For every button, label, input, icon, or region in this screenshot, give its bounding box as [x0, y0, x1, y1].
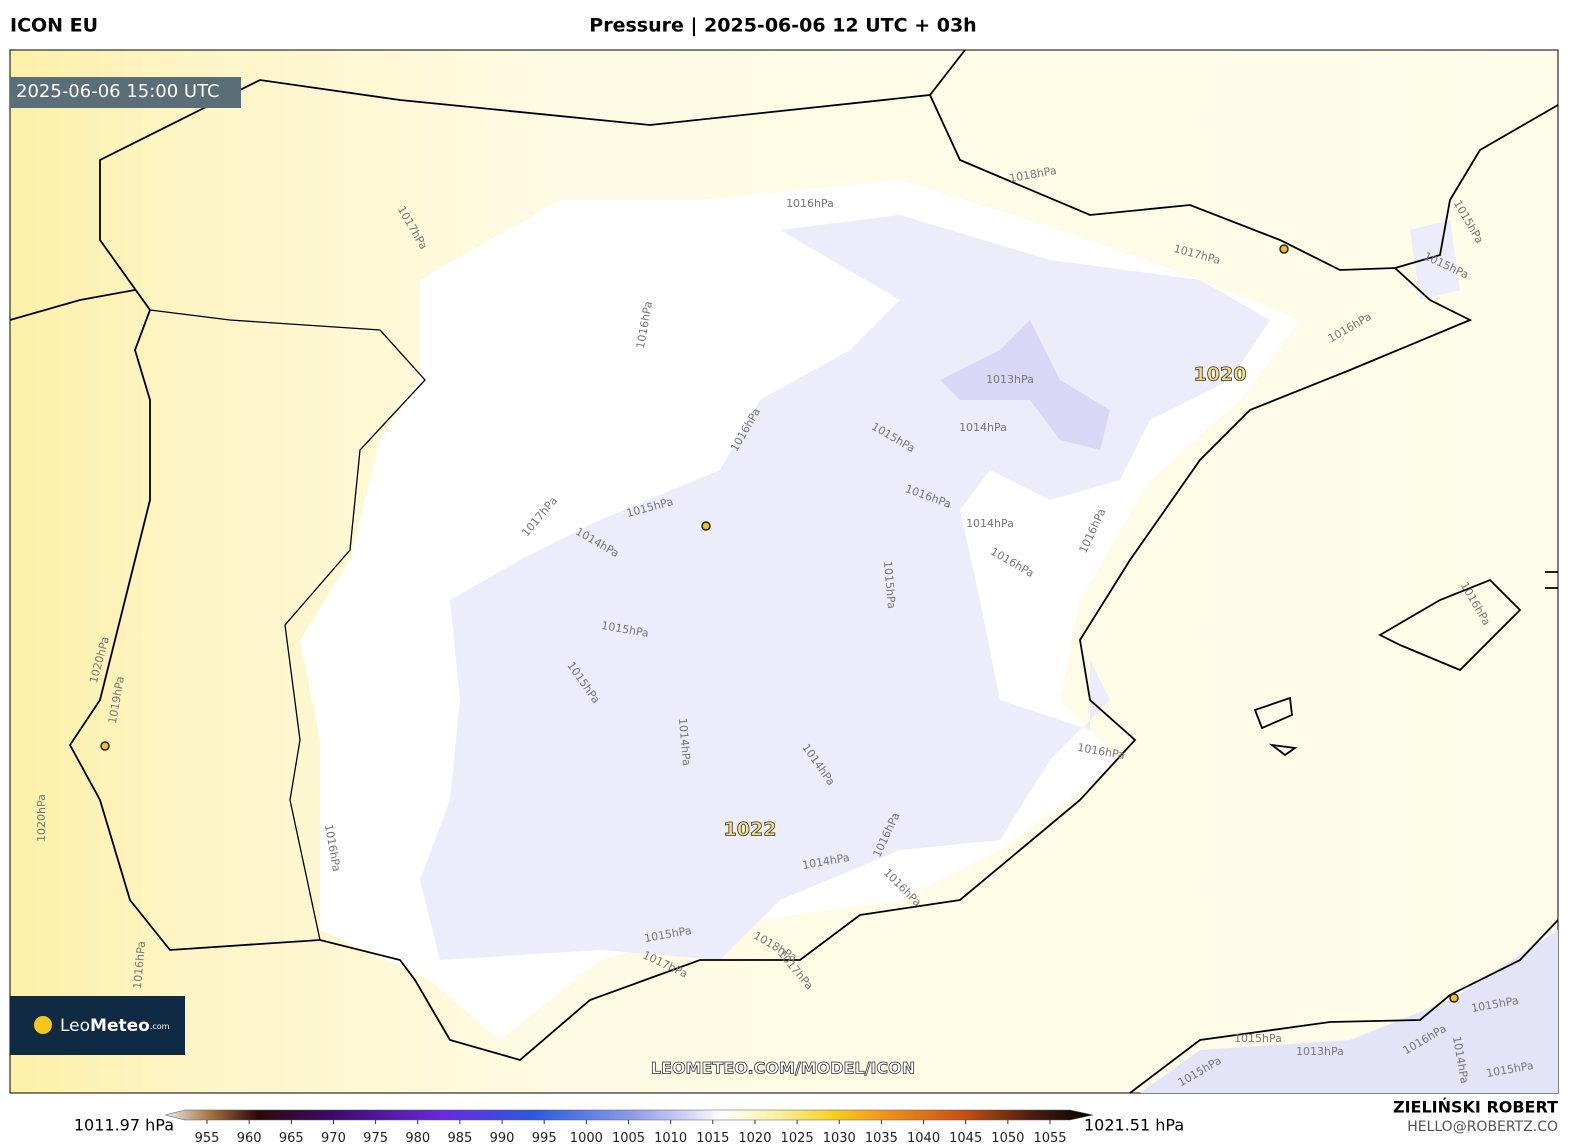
colorbar-tick-label: 965 — [279, 1131, 304, 1146]
logo-name: Leo — [60, 1016, 90, 1036]
colorbar-tick-label: 1045 — [949, 1131, 982, 1146]
contour-label: 1020hPa — [35, 794, 48, 842]
low-pressure-area — [1140, 930, 1558, 1093]
pressure-center-label: 1020 — [1194, 364, 1247, 386]
watermark: LEOMETEO.COM/MODEL/ICON — [651, 1059, 915, 1078]
colorbar-tick-label: 970 — [321, 1131, 346, 1146]
colorbar-tick-label: 985 — [447, 1131, 472, 1146]
coastlines — [9, 49, 1559, 1094]
contour-label: 1015hPa — [1234, 1032, 1282, 1045]
model-name: ICON EU — [10, 15, 98, 37]
colorbar-tick-label: 1015 — [696, 1131, 729, 1146]
contour-label: 1015hPa — [881, 561, 898, 610]
colorbar-tick-label: 955 — [195, 1131, 220, 1146]
pressure-center-label: 1022 — [724, 819, 777, 841]
logo-name-bold: Meteo — [90, 1016, 150, 1036]
contour-label: 1016hPa — [786, 197, 834, 210]
contour-label: 1014hPa — [676, 718, 693, 767]
colorbar-scale — [164, 1109, 1094, 1121]
colorbar-tick-label: 990 — [490, 1131, 515, 1146]
map-title: Pressure | 2025-06-06 12 UTC + 03h — [589, 15, 976, 37]
low-pressure-area — [1410, 220, 1460, 300]
low-pressure-core — [940, 320, 1110, 450]
colorbar-tick-label: 1010 — [654, 1131, 687, 1146]
colorbar-tick-label: 1040 — [907, 1131, 940, 1146]
valid-time: 2025-06-06 15:00 UTC — [16, 81, 220, 102]
max-value: 1021.51 hPa — [1084, 1116, 1184, 1135]
colorbar-tick-label: 1055 — [1033, 1131, 1066, 1146]
contact: HELLO@ROBERTZ.CO — [1407, 1119, 1558, 1135]
colorbar-tick-label: 1050 — [991, 1131, 1024, 1146]
logo-sun — [34, 1016, 52, 1034]
colorbar-tick-label: 995 — [532, 1131, 557, 1146]
city-markers — [100, 244, 1459, 1003]
colorbar-tick-label: 1025 — [781, 1131, 814, 1146]
colorbar-tick-label: 1000 — [570, 1131, 603, 1146]
colorbar-tick-label: 960 — [237, 1131, 262, 1146]
colorbar-tick-label: 980 — [405, 1131, 430, 1146]
colorbar-tick-label: 975 — [363, 1131, 388, 1146]
timestamp-box — [10, 77, 241, 108]
colorbar: 1011.97 hPa 1021.51 hPa 955 960 965 970 975 9… — [74, 1109, 1184, 1146]
colorbar-tick-label: 1035 — [865, 1131, 898, 1146]
colorbar-tick-label: 1005 — [612, 1131, 645, 1146]
logo-suffix: .com — [150, 1022, 170, 1031]
min-value: 1011.97 hPa — [74, 1116, 174, 1135]
contour-label: 1014hPa — [959, 421, 1007, 434]
contour-label: 1013hPa — [986, 373, 1034, 386]
author: ZIELIŃSKI ROBERT — [1393, 1098, 1558, 1117]
colorbar-tick-label: 1030 — [823, 1131, 856, 1146]
colorbar-tick-label: 1020 — [738, 1131, 771, 1146]
contour-label: 1013hPa — [1296, 1045, 1344, 1058]
contour-label: 1014hPa — [966, 517, 1014, 530]
contour-label: 1016hPa — [131, 941, 148, 990]
logo-text: LeoMeteo.com — [60, 1016, 170, 1036]
